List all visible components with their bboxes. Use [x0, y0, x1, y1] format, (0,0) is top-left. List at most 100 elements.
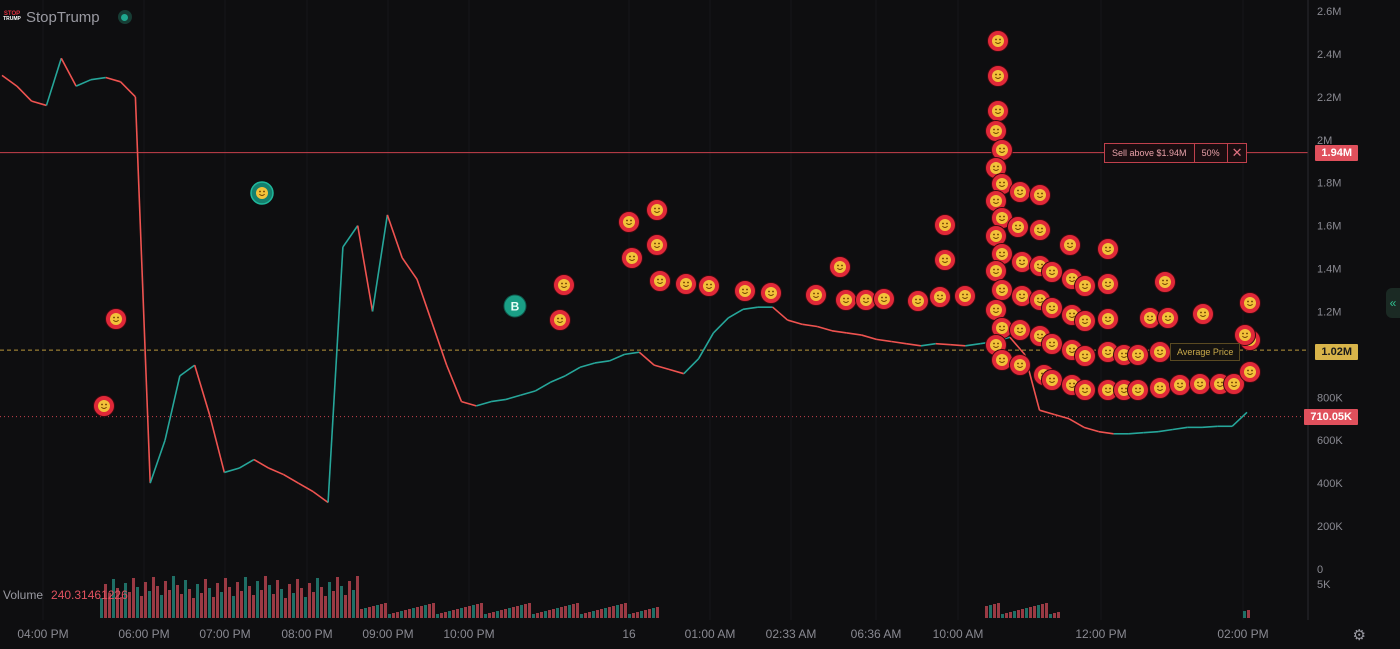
smiley-icon[interactable] [907, 290, 929, 312]
smiley-icon[interactable] [991, 139, 1013, 161]
smiley-icon[interactable] [1097, 273, 1119, 295]
smiley-icon[interactable] [1097, 238, 1119, 260]
smiley-icon[interactable] [1192, 303, 1214, 325]
price-segment [653, 364, 670, 371]
smiley-icon[interactable] [760, 282, 782, 304]
smiley-icon[interactable] [985, 120, 1007, 142]
smiley-icon[interactable] [1127, 379, 1149, 401]
smiley-icon[interactable] [649, 270, 671, 292]
smiley-icon[interactable] [829, 256, 851, 278]
smiley-icon[interactable] [835, 289, 857, 311]
smiley-icon[interactable] [954, 285, 976, 307]
volume-bar [364, 608, 367, 618]
smiley-icon[interactable] [1127, 344, 1149, 366]
smiley-icon[interactable] [855, 289, 877, 311]
smiley-icon[interactable] [621, 247, 643, 269]
close-icon[interactable]: ✕ [1231, 145, 1243, 160]
smiley-icon[interactable] [1041, 297, 1063, 319]
smiley-icon[interactable] [1041, 261, 1063, 283]
volume-bar [508, 608, 511, 618]
gear-icon[interactable]: ⚙ [1352, 627, 1366, 644]
buy-smiley-icon[interactable] [250, 181, 274, 205]
smiley-icon[interactable] [1029, 219, 1051, 241]
smiley-icon[interactable] [991, 243, 1013, 265]
smiley-icon[interactable] [873, 288, 895, 310]
smiley-icon[interactable] [985, 225, 1007, 247]
smiley-icon[interactable] [1239, 361, 1261, 383]
buy-marker[interactable]: B [503, 294, 527, 318]
volume-bar [192, 598, 195, 618]
smiley-icon[interactable] [987, 100, 1009, 122]
smiley-icon[interactable] [1007, 216, 1029, 238]
smiley-icon[interactable] [987, 30, 1009, 52]
smiley-icon[interactable] [646, 199, 668, 221]
smiley-icon[interactable] [1074, 379, 1096, 401]
volume-bar [1013, 611, 1016, 618]
smiley-icon[interactable] [1149, 377, 1171, 399]
smiley-icon[interactable] [1234, 324, 1256, 346]
smiley-icon[interactable] [1189, 373, 1211, 395]
price-segment [1068, 418, 1085, 429]
volume-bar [1029, 607, 1032, 618]
volume-bar [492, 612, 495, 618]
smiley-icon[interactable] [805, 284, 827, 306]
smiley-icon[interactable] [1097, 308, 1119, 330]
smiley-icon[interactable] [646, 234, 668, 256]
smiley-icon[interactable] [1074, 345, 1096, 367]
smiley-icon[interactable] [987, 65, 1009, 87]
sell-order-box[interactable]: Sell above $1.94M 50% ✕ [1104, 143, 1248, 163]
smiley-icon[interactable] [1009, 354, 1031, 376]
smiley-icon[interactable] [1011, 251, 1033, 273]
double-chevron-left-icon[interactable]: « [1386, 288, 1400, 318]
smiley-icon[interactable] [1149, 341, 1171, 363]
sell-price-tag[interactable]: 1.94M [1315, 145, 1358, 161]
smiley-icon[interactable] [549, 309, 571, 331]
smiley-icon[interactable] [1029, 184, 1051, 206]
smiley-icon[interactable] [934, 249, 956, 271]
smiley-icon[interactable] [1009, 319, 1031, 341]
volume-bar [548, 610, 551, 618]
volume-bar [520, 605, 523, 618]
smiley-icon[interactable] [1074, 310, 1096, 332]
smiley-icon[interactable] [1157, 307, 1179, 329]
smiley-icon[interactable] [1041, 333, 1063, 355]
smiley-icon[interactable] [105, 308, 127, 330]
sell-order-percent[interactable]: 50% [1195, 144, 1228, 162]
volume-bar [1025, 608, 1028, 618]
smiley-icon[interactable] [985, 190, 1007, 212]
smiley-icon[interactable] [1169, 374, 1191, 396]
volume-bar [288, 584, 291, 618]
price-segment [891, 340, 907, 345]
price-segment [520, 390, 536, 396]
smiley-icon[interactable] [991, 279, 1013, 301]
smiley-icon[interactable] [675, 273, 697, 295]
smiley-icon[interactable] [1009, 181, 1031, 203]
smiley-icon[interactable] [934, 214, 956, 236]
volume-legend: Volume 240.31461226 [3, 588, 128, 602]
smiley-icon[interactable] [1041, 369, 1063, 391]
smiley-icon[interactable] [1154, 271, 1176, 293]
smiley-icon[interactable] [1074, 275, 1096, 297]
smiley-icon[interactable] [929, 286, 951, 308]
smiley-icon[interactable] [1097, 379, 1119, 401]
smiley-icon[interactable] [1223, 373, 1245, 395]
smiley-icon[interactable] [985, 299, 1007, 321]
price-segment [905, 342, 922, 347]
smiley-icon[interactable] [1239, 292, 1261, 314]
smiley-icon[interactable] [553, 274, 575, 296]
smiley-icon[interactable] [1059, 234, 1081, 256]
smiley-icon[interactable] [618, 211, 640, 233]
smiley-icon[interactable] [991, 173, 1013, 195]
smiley-icon[interactable] [93, 395, 115, 417]
smiley-icon[interactable] [985, 260, 1007, 282]
volume-bar [560, 607, 563, 618]
volume-bar [416, 607, 419, 618]
smiley-icon[interactable] [698, 275, 720, 297]
smiley-icon[interactable] [1011, 285, 1033, 307]
smiley-icon[interactable] [734, 280, 756, 302]
pair-name[interactable]: StopTrump [26, 8, 100, 26]
volume-bar [276, 580, 279, 618]
volume-bar [280, 589, 283, 618]
volume-bar [568, 605, 571, 618]
